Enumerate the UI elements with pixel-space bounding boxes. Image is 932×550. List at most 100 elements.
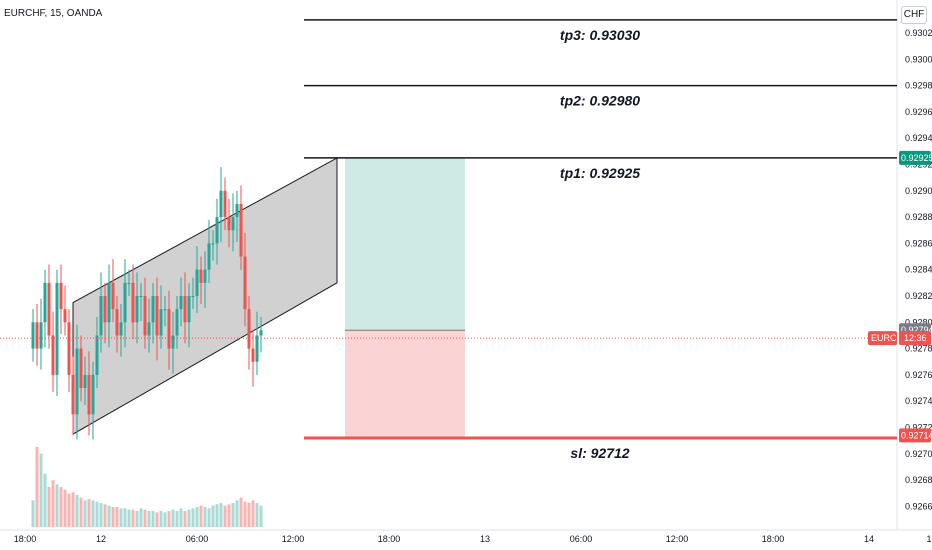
volume-bar — [55, 484, 59, 527]
candle-body — [123, 282, 127, 323]
sl-price-tag-bg — [899, 428, 931, 443]
candle-body — [59, 282, 63, 310]
candle-body — [239, 203, 243, 257]
volume-bar — [247, 503, 251, 527]
entry-price-tag: 0.92794 — [901, 325, 932, 335]
x-tick-label: 06:00 — [570, 534, 593, 544]
volume-bar — [51, 480, 55, 527]
candle-body — [91, 374, 95, 415]
candle-body — [99, 296, 103, 336]
volume-bar — [67, 493, 71, 527]
candle-body — [87, 374, 91, 415]
candle-body — [95, 335, 99, 375]
volume-bar — [111, 507, 115, 527]
volume-bar — [223, 505, 227, 527]
candle-body — [211, 243, 215, 245]
volume-bar — [255, 503, 259, 527]
candle-body — [207, 243, 211, 270]
x-tick-label: 12:00 — [282, 534, 305, 544]
candle-body — [83, 374, 87, 389]
volume-bar — [31, 500, 35, 527]
volume-bar — [59, 487, 63, 527]
volume-bar — [179, 508, 183, 527]
candle-body — [151, 296, 155, 323]
candle-body — [251, 348, 255, 362]
candle-body — [227, 217, 231, 231]
candle-body — [255, 335, 259, 362]
countdown-tag: 12:36 — [904, 333, 927, 343]
volume-bar — [83, 500, 87, 527]
candle-body — [139, 296, 143, 297]
volume-bar — [219, 503, 223, 527]
volume-bar — [163, 512, 167, 527]
candle-body — [203, 269, 207, 283]
loss-zone — [345, 330, 465, 439]
candle-body — [39, 322, 43, 349]
candle-body — [155, 296, 159, 336]
candle-body — [191, 296, 195, 297]
candle-body — [159, 309, 163, 336]
volume-bar — [75, 495, 79, 527]
volume-bar — [151, 511, 155, 527]
volume-bar — [39, 453, 43, 527]
volume-bar — [131, 509, 135, 527]
volume-bar — [143, 509, 147, 527]
volume-bar — [231, 503, 235, 527]
candle-body — [223, 190, 227, 218]
volume-bar — [155, 512, 159, 527]
candle-body — [107, 282, 111, 323]
candle-body — [183, 296, 187, 323]
x-tick-label: 18:00 — [378, 534, 401, 544]
candle-body — [179, 296, 183, 310]
volume-bar — [123, 508, 127, 527]
volume-bar — [71, 492, 75, 527]
volume-bar — [99, 503, 103, 527]
x-tick-label: 06:00 — [186, 534, 209, 544]
volume-bar — [175, 511, 179, 527]
candle-body — [31, 322, 35, 349]
candle-body — [35, 322, 39, 349]
tp-price-tag-bg — [899, 150, 931, 165]
volume-bar — [171, 509, 175, 527]
candle-body — [147, 322, 151, 336]
volume-bar — [107, 505, 111, 527]
candle-body — [235, 203, 239, 218]
x-tick-label: 13 — [480, 534, 490, 544]
candle-body — [55, 282, 59, 375]
symbol-title: EURCHF, 15, OANDA — [4, 8, 103, 19]
volume-bar — [115, 507, 119, 527]
x-tick-label: 12:00 — [666, 534, 689, 544]
volume-bar — [91, 500, 95, 527]
y-tick-label: 0.92980 — [905, 81, 932, 91]
volume-bar — [63, 489, 67, 527]
candle-body — [115, 309, 119, 336]
volume-bar — [235, 500, 239, 527]
volume-bar — [127, 509, 131, 527]
symbol-tag-bg — [868, 331, 897, 346]
candle-body — [63, 309, 67, 323]
candle-body — [127, 282, 131, 284]
volume-bar — [215, 504, 219, 527]
currency-button[interactable]: CHF — [901, 6, 927, 24]
candle-body — [111, 282, 115, 310]
candle-body — [195, 269, 199, 296]
candle-body — [163, 309, 167, 311]
volume-bar — [227, 504, 231, 527]
volume-bar — [103, 504, 107, 527]
